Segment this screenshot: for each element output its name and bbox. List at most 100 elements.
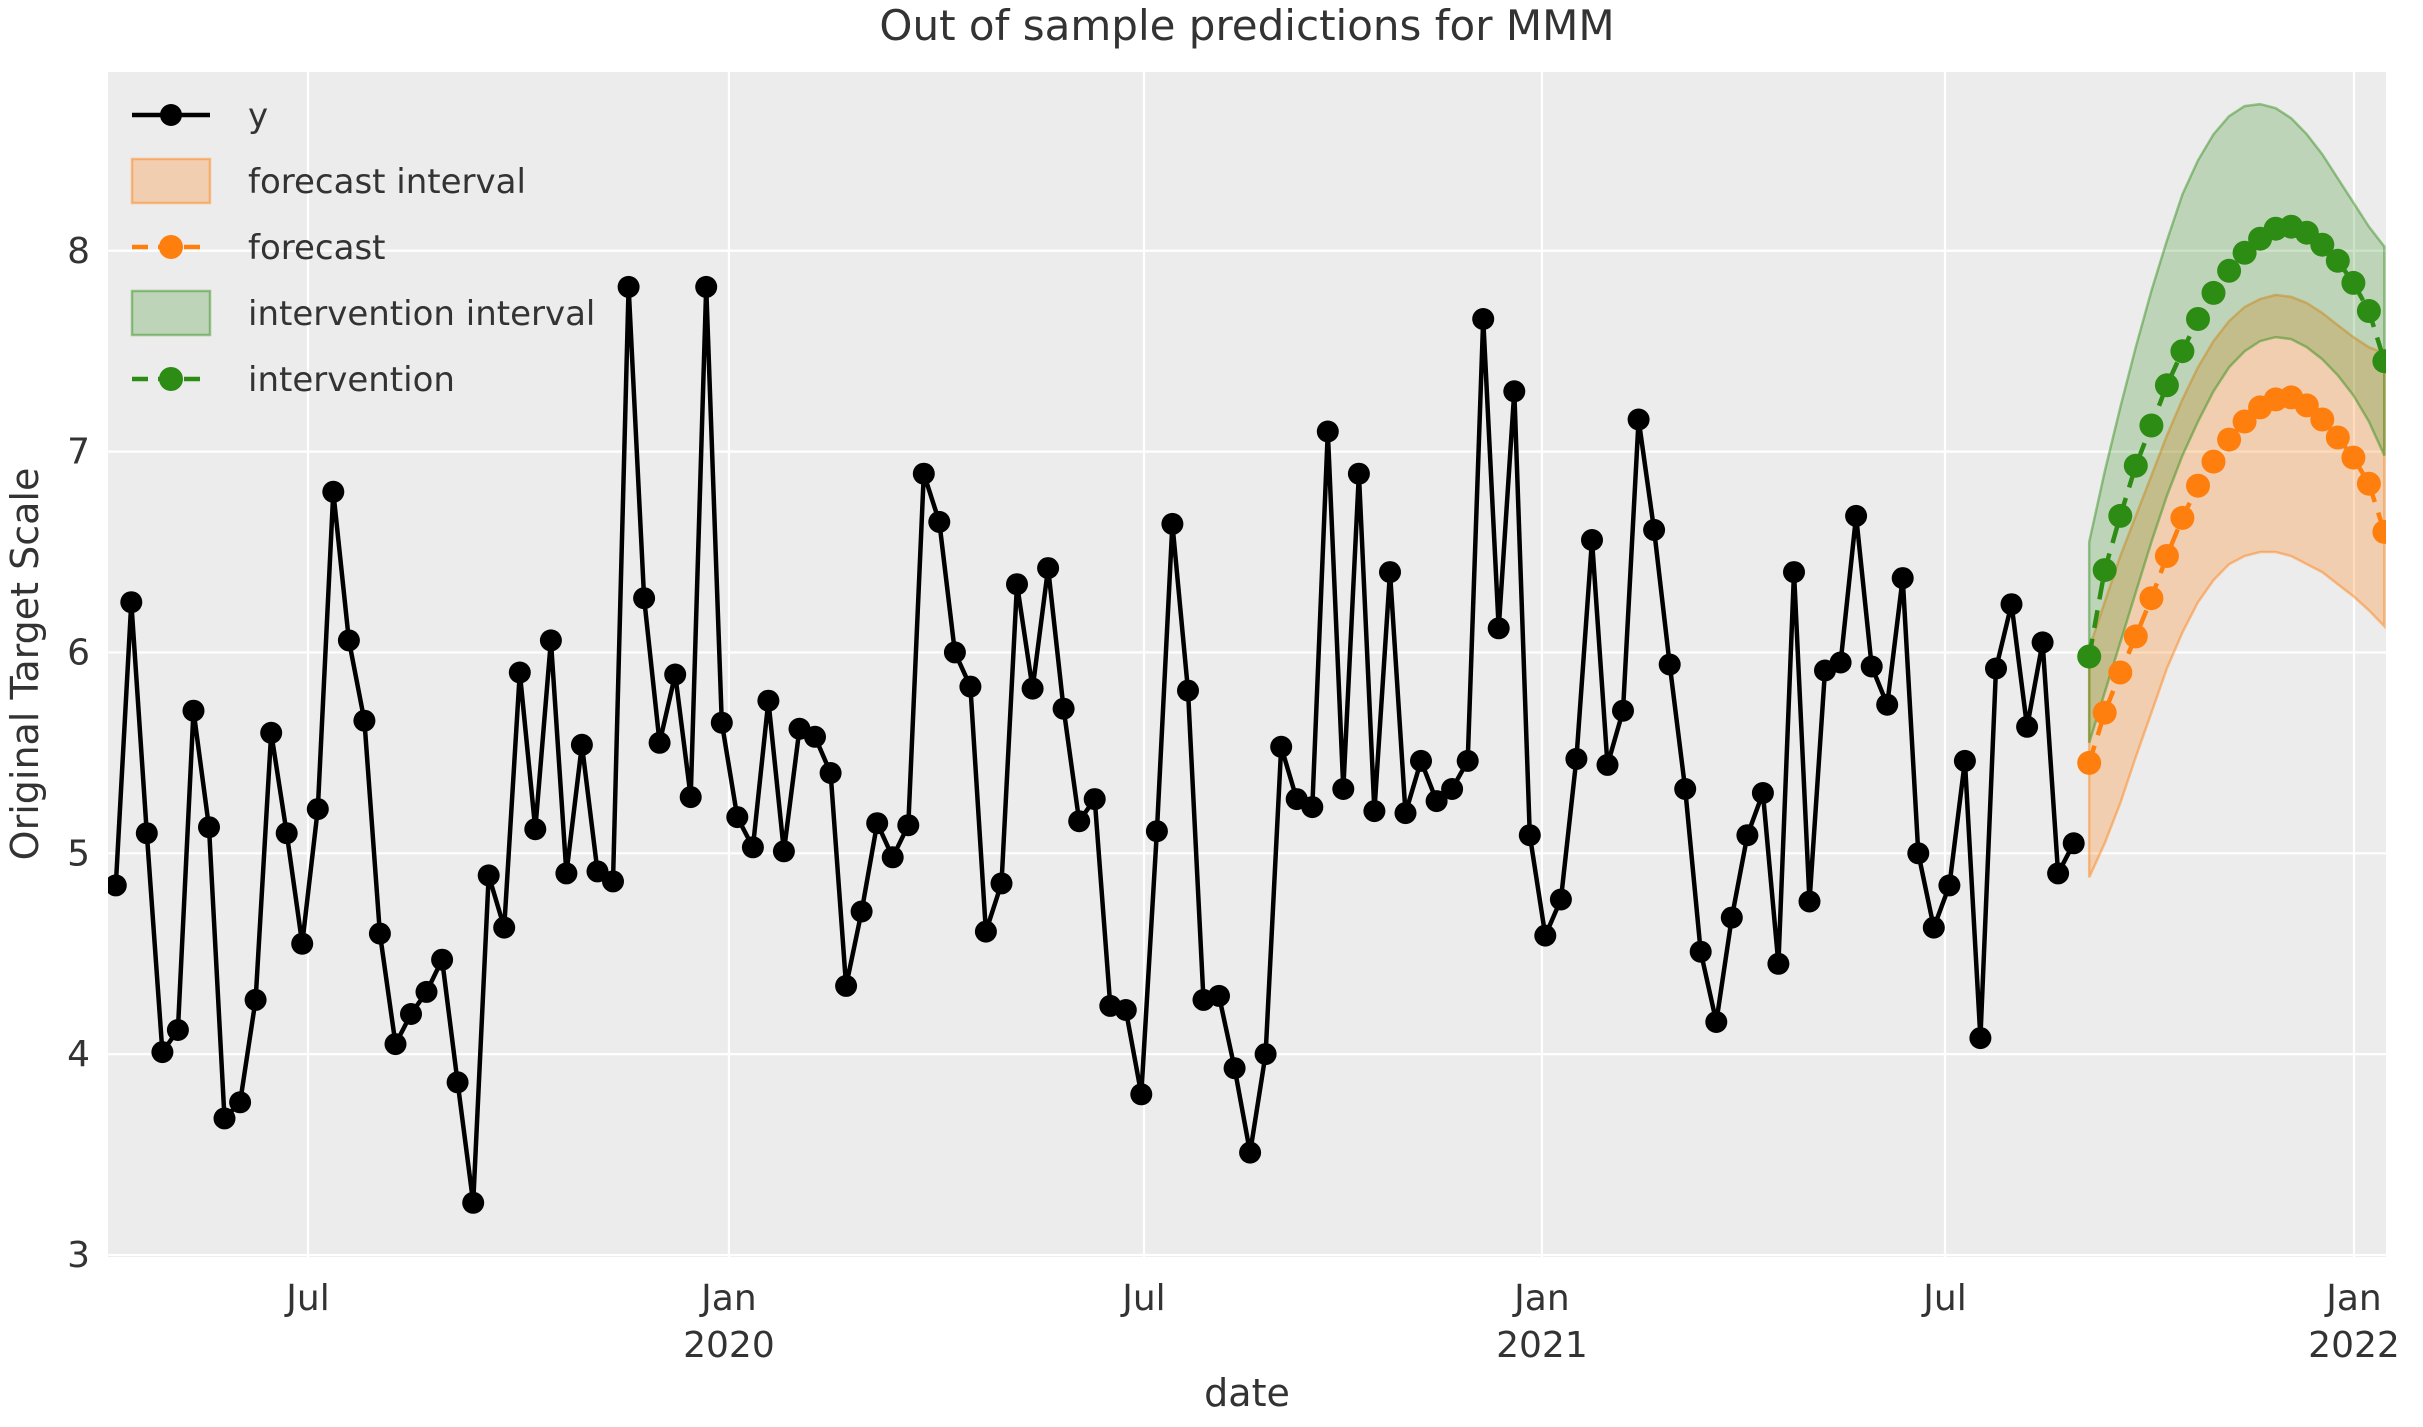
x-tick-label: Jul xyxy=(284,1278,329,1319)
y-series-marker xyxy=(757,689,780,712)
forecast-series-marker xyxy=(2341,445,2366,470)
y-series-marker xyxy=(524,818,547,841)
y-series-marker xyxy=(306,798,329,821)
y-series-marker xyxy=(617,275,640,298)
forecast-series-marker xyxy=(2310,407,2335,432)
forecast-series-marker xyxy=(2123,624,2148,649)
y-series xyxy=(108,275,2085,1214)
y-series-marker xyxy=(1565,747,1588,770)
legend-item-forecast-interval: forecast interval xyxy=(130,157,526,205)
y-series-marker xyxy=(477,864,500,887)
y-series-marker xyxy=(1876,693,1899,716)
x-tick-label: Jul xyxy=(1921,1278,1966,1319)
y-axis-label: Original Target Scale xyxy=(3,468,47,861)
y-series-marker xyxy=(1472,308,1495,330)
y-series-marker xyxy=(198,816,220,839)
x-tick-year-label: 2020 xyxy=(683,1325,775,1366)
y-series-marker xyxy=(959,675,982,698)
y-series-marker xyxy=(1720,906,1743,929)
axes-background xyxy=(108,72,2386,1257)
y-series-marker xyxy=(1658,653,1681,676)
y-series-marker xyxy=(835,974,858,997)
y-series-marker xyxy=(1549,888,1572,911)
forecast-series-marker xyxy=(2232,409,2257,434)
legend-marker-swatch xyxy=(159,367,183,391)
y-series-marker xyxy=(1783,561,1805,584)
y-series-marker xyxy=(881,846,904,869)
y-series-marker xyxy=(431,948,454,971)
legend-item-forecast: forecast xyxy=(132,228,386,268)
y-series-marker xyxy=(850,900,873,923)
legend-marker-swatch xyxy=(159,235,183,259)
y-series-marker xyxy=(912,462,935,485)
x-tick-label: Jan xyxy=(1512,1278,1570,1319)
y-series-marker xyxy=(446,1071,469,1094)
y-series-marker xyxy=(2016,715,2039,738)
forecast-interval-band xyxy=(2087,293,2386,878)
forecast-series xyxy=(2077,385,2386,775)
forecast-series-marker xyxy=(2294,393,2319,418)
plot-area xyxy=(108,72,2386,1257)
y-series-marker xyxy=(1845,504,1868,527)
y-series-marker xyxy=(710,711,733,734)
y-series-marker xyxy=(1254,1043,1277,1066)
y-series-marker xyxy=(726,806,749,829)
y-series-marker xyxy=(2047,862,2070,885)
legend-item-label: intervention xyxy=(248,360,455,400)
y-series-marker xyxy=(1860,655,1883,678)
y-series-marker xyxy=(1239,1141,1262,1164)
y-series-marker xyxy=(1503,380,1526,403)
y-series-marker xyxy=(664,663,687,686)
y-series-marker xyxy=(695,275,718,298)
forecast-series-marker xyxy=(2186,473,2210,498)
y-series-marker xyxy=(1316,420,1339,443)
y-series-marker xyxy=(353,709,376,732)
y-series-marker xyxy=(260,721,283,744)
y-series-marker xyxy=(2062,832,2085,855)
y-series-marker xyxy=(1736,824,1759,847)
y-series-marker xyxy=(1425,790,1448,813)
forecast-series-marker xyxy=(2154,544,2179,568)
legend-item-label: intervention interval xyxy=(248,294,595,334)
y-series-marker xyxy=(1627,408,1650,431)
intervention-series-marker xyxy=(2123,453,2148,478)
y-series-marker xyxy=(384,1033,407,1056)
y-series-marker xyxy=(151,1041,174,1064)
text-layer: Out of sample predictions for MMM date O… xyxy=(3,1,2400,1415)
y-series-marker xyxy=(1518,824,1541,847)
legend-marker-swatch xyxy=(160,104,182,126)
intervention-series-marker xyxy=(2186,307,2210,331)
y-series-marker xyxy=(1006,573,1028,596)
x-tick-label: Jan xyxy=(2324,1278,2382,1319)
y-series-marker xyxy=(1441,778,1464,800)
intervention-series-marker xyxy=(2154,373,2179,398)
y-series-marker xyxy=(648,731,671,754)
y-series-marker xyxy=(415,980,438,1003)
y-series-marker xyxy=(275,822,298,845)
y-tick-label: 4 xyxy=(67,1034,90,1075)
intervention-series-marker xyxy=(2310,232,2335,257)
y-series-marker xyxy=(555,862,578,885)
intervention-series-marker xyxy=(2325,248,2350,273)
legend-item-label: y xyxy=(248,96,268,136)
y-series-marker xyxy=(1379,561,1401,584)
intervention-series-marker xyxy=(2108,503,2133,528)
y-series-marker xyxy=(1953,749,1976,772)
legend-item-y: y xyxy=(132,96,268,136)
y-series-marker xyxy=(166,1019,189,1041)
y-series-marker xyxy=(990,872,1013,895)
y-series-marker xyxy=(1394,802,1417,825)
y-series-marker xyxy=(1534,924,1557,947)
y-series-marker xyxy=(1612,699,1634,722)
x-tick-year-label: 2022 xyxy=(2308,1325,2400,1366)
y-series-marker xyxy=(1751,782,1774,804)
y-series-marker xyxy=(1891,567,1914,590)
forecast-series-marker xyxy=(2108,660,2133,685)
y-series-marker xyxy=(974,920,997,943)
legend-patch-swatch xyxy=(130,289,212,337)
forecast-series-marker xyxy=(2077,750,2102,775)
legend-item-intervention: intervention xyxy=(132,360,455,400)
intervention-interval-band xyxy=(2087,102,2386,744)
